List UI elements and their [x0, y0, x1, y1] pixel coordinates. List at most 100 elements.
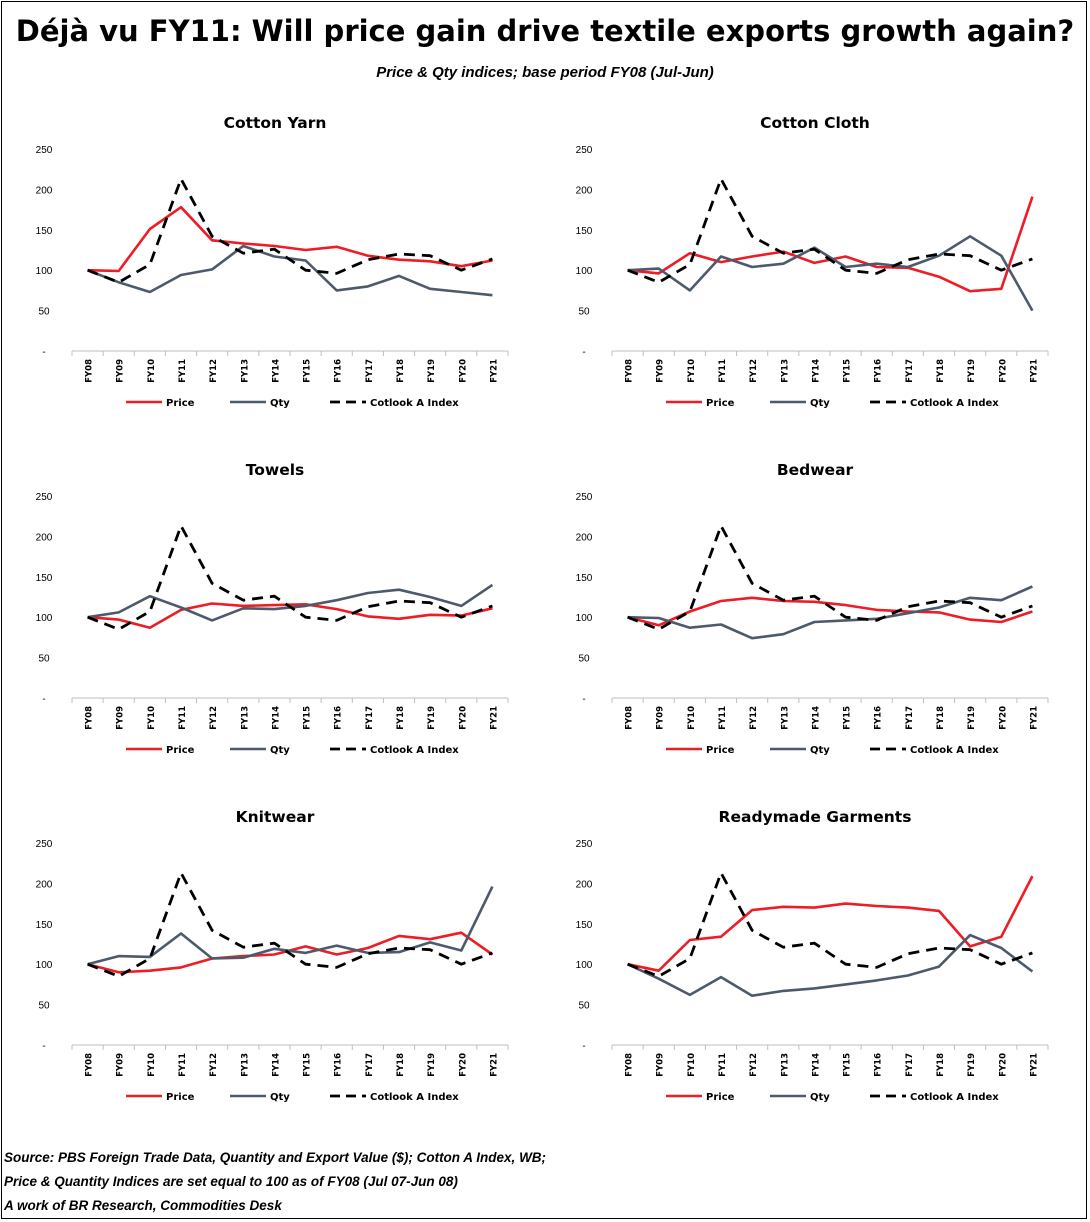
x-tick-label: FY17 — [365, 359, 375, 383]
y-tick-label: 50 — [578, 1001, 590, 1012]
y-tick-label: 100 — [576, 613, 593, 624]
x-tick-label: FY17 — [905, 359, 915, 383]
series-line-cotlook-a-index — [87, 871, 493, 978]
x-tick-label: FY14 — [271, 359, 281, 383]
y-tick-label: - — [582, 347, 585, 358]
legend-label-qty: Qty — [270, 745, 290, 756]
x-tick-label: FY18 — [936, 1053, 946, 1077]
legend-label-qty: Qty — [270, 1092, 290, 1103]
y-tick-label: 50 — [578, 654, 590, 665]
chart-title: Cotton Cloth — [760, 114, 870, 132]
x-tick-label: FY10 — [687, 359, 697, 383]
y-tick-label: 150 — [576, 920, 593, 931]
x-tick-label: FY20 — [458, 359, 468, 383]
x-tick-label: FY16 — [334, 706, 344, 730]
legend-label-cotlook-a-index: Cotlook A Index — [370, 398, 459, 409]
x-tick-label: FY21 — [1029, 1053, 1039, 1077]
series-line-cotlook-a-index — [627, 177, 1033, 284]
x-tick-label: FY13 — [240, 1053, 250, 1077]
legend-label-qty: Qty — [810, 1092, 830, 1103]
x-tick-label: FY14 — [811, 1053, 821, 1077]
x-tick-label: FY18 — [936, 359, 946, 383]
x-tick-label: FY14 — [271, 706, 281, 730]
y-tick-label: - — [42, 347, 45, 358]
chart-svg: Towels - 50 100 150 200 250 FY08 FY09 FY10 FY11 FY1… — [36, 461, 509, 756]
x-tick-label: FY21 — [1029, 359, 1039, 383]
x-tick-label: FY19 — [967, 1053, 977, 1077]
x-tick-label: FY20 — [998, 359, 1008, 383]
chart-svg: Readymade Garments - 50 100 150 200 250 FY08 FY0… — [576, 808, 1049, 1103]
y-tick-label: 200 — [576, 532, 593, 543]
series-line-cotlook-a-index — [627, 524, 1033, 631]
series-line-qty — [627, 933, 1034, 997]
x-tick-label: FY13 — [240, 706, 250, 730]
y-tick-label: 100 — [36, 960, 53, 971]
x-tick-label: FY10 — [687, 1053, 697, 1077]
y-tick-label: 250 — [576, 492, 593, 503]
x-tick-label: FY09 — [116, 359, 126, 383]
x-tick-label: FY13 — [780, 706, 790, 730]
x-tick-label: FY11 — [178, 1053, 188, 1077]
x-tick-label: FY16 — [334, 359, 344, 383]
legend-label-price: Price — [166, 1092, 195, 1103]
legend-label-cotlook-a-index: Cotlook A Index — [370, 1092, 459, 1103]
x-tick-label: FY15 — [843, 706, 853, 730]
x-tick-label: FY11 — [718, 359, 728, 383]
x-tick-label: FY17 — [365, 1053, 375, 1077]
y-tick-label: 200 — [36, 532, 53, 543]
x-tick-label: FY10 — [147, 359, 157, 383]
x-tick-label: FY10 — [147, 706, 157, 730]
y-tick-label: 250 — [576, 839, 593, 850]
x-tick-label: FY20 — [998, 1053, 1008, 1077]
x-tick-label: FY11 — [178, 359, 188, 383]
source-footnote: Source: PBS Foreign Trade Data, Quantity… — [4, 1146, 546, 1218]
legend-label-price: Price — [166, 398, 195, 409]
x-tick-label: FY08 — [625, 359, 635, 383]
y-tick-label: 150 — [36, 920, 53, 931]
y-tick-label: 250 — [36, 492, 53, 503]
x-tick-label: FY21 — [489, 706, 499, 730]
x-tick-label: FY12 — [209, 359, 219, 383]
y-tick-label: 200 — [36, 879, 53, 890]
y-tick-label: 100 — [36, 266, 53, 277]
chart-title: Towels — [246, 461, 305, 479]
x-tick-label: FY08 — [85, 706, 95, 730]
x-tick-label: FY13 — [240, 359, 250, 383]
x-tick-label: FY20 — [998, 706, 1008, 730]
legend-label-cotlook-a-index: Cotlook A Index — [910, 398, 999, 409]
x-tick-label: FY15 — [843, 359, 853, 383]
series-line-price — [627, 196, 1034, 293]
footnote-method: Price & Quantity Indices are set equal t… — [4, 1174, 458, 1189]
chart-knitwear: Knitwear - 50 100 150 200 250 FY08 FY09 FY10 FY11 F… — [30, 798, 530, 1128]
x-tick-label: FY21 — [1029, 706, 1039, 730]
chart-svg: Bedwear - 50 100 150 200 250 FY08 FY09 FY10 FY11 FY… — [576, 461, 1049, 756]
x-tick-label: FY08 — [625, 706, 635, 730]
x-tick-label: FY19 — [967, 359, 977, 383]
x-tick-label: FY12 — [209, 706, 219, 730]
x-tick-label: FY16 — [334, 1053, 344, 1077]
x-tick-label: FY21 — [489, 1053, 499, 1077]
y-tick-label: 150 — [36, 226, 53, 237]
chart-bedwear: Bedwear - 50 100 150 200 250 FY08 FY09 FY10 FY11 FY… — [570, 451, 1070, 781]
x-tick-label: FY15 — [843, 1053, 853, 1077]
y-tick-label: 50 — [38, 654, 50, 665]
chart-svg: Cotton Cloth - 50 100 150 200 250 FY08 FY09 FY10 F… — [576, 114, 1049, 409]
chart-svg: Knitwear - 50 100 150 200 250 FY08 FY09 FY10 FY11 F… — [36, 808, 509, 1103]
series-line-cotlook-a-index — [87, 524, 493, 631]
x-tick-label: FY16 — [874, 1053, 884, 1077]
x-tick-label: FY19 — [427, 359, 437, 383]
y-tick-label: 50 — [38, 1001, 50, 1012]
y-tick-label: 100 — [36, 613, 53, 624]
y-tick-label: - — [582, 1041, 585, 1052]
y-tick-label: 50 — [578, 307, 590, 318]
x-tick-label: FY11 — [178, 706, 188, 730]
x-tick-label: FY21 — [489, 359, 499, 383]
y-tick-label: 150 — [36, 573, 53, 584]
x-tick-label: FY11 — [718, 706, 728, 730]
x-tick-label: FY17 — [905, 706, 915, 730]
y-tick-label: 150 — [576, 226, 593, 237]
x-tick-label: FY12 — [749, 359, 759, 383]
x-tick-label: FY12 — [209, 1053, 219, 1077]
series-line-cotlook-a-index — [87, 177, 493, 284]
